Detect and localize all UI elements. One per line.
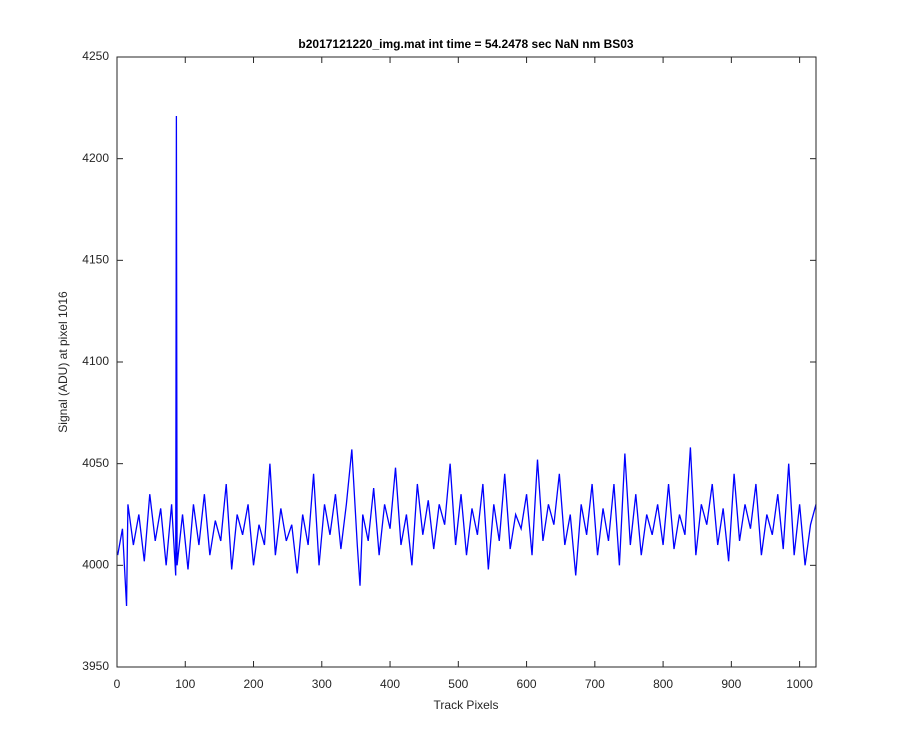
data-line — [117, 115, 817, 607]
x-tick-label: 700 — [585, 677, 605, 691]
y-tick-label: 4200 — [82, 151, 109, 165]
y-tick-label: 4000 — [82, 558, 109, 572]
x-tick-label: 400 — [380, 677, 400, 691]
x-tick-label: 200 — [244, 677, 264, 691]
plot-frame — [116, 56, 817, 668]
x-tick-label: 500 — [448, 677, 468, 691]
x-axis-label: Track Pixels — [434, 698, 499, 712]
y-tick-label: 4100 — [82, 354, 109, 368]
x-tick-label: 1000 — [786, 677, 813, 691]
x-tick-label: 0 — [114, 677, 121, 691]
y-tick-label: 3950 — [82, 659, 109, 673]
x-tick-label: 800 — [653, 677, 673, 691]
y-tick-label: 4050 — [82, 456, 109, 470]
y-tick-label: 4250 — [82, 49, 109, 63]
x-tick-label: 300 — [312, 677, 332, 691]
y-axis-label: Signal (ADU) at pixel 1016 — [56, 291, 70, 433]
chart-title: b2017121220_img.mat int time = 54.2478 s… — [298, 37, 634, 51]
y-tick-label: 4150 — [82, 253, 109, 267]
x-tick-label: 100 — [175, 677, 195, 691]
x-tick-label: 900 — [721, 677, 741, 691]
x-tick-label: 600 — [517, 677, 537, 691]
